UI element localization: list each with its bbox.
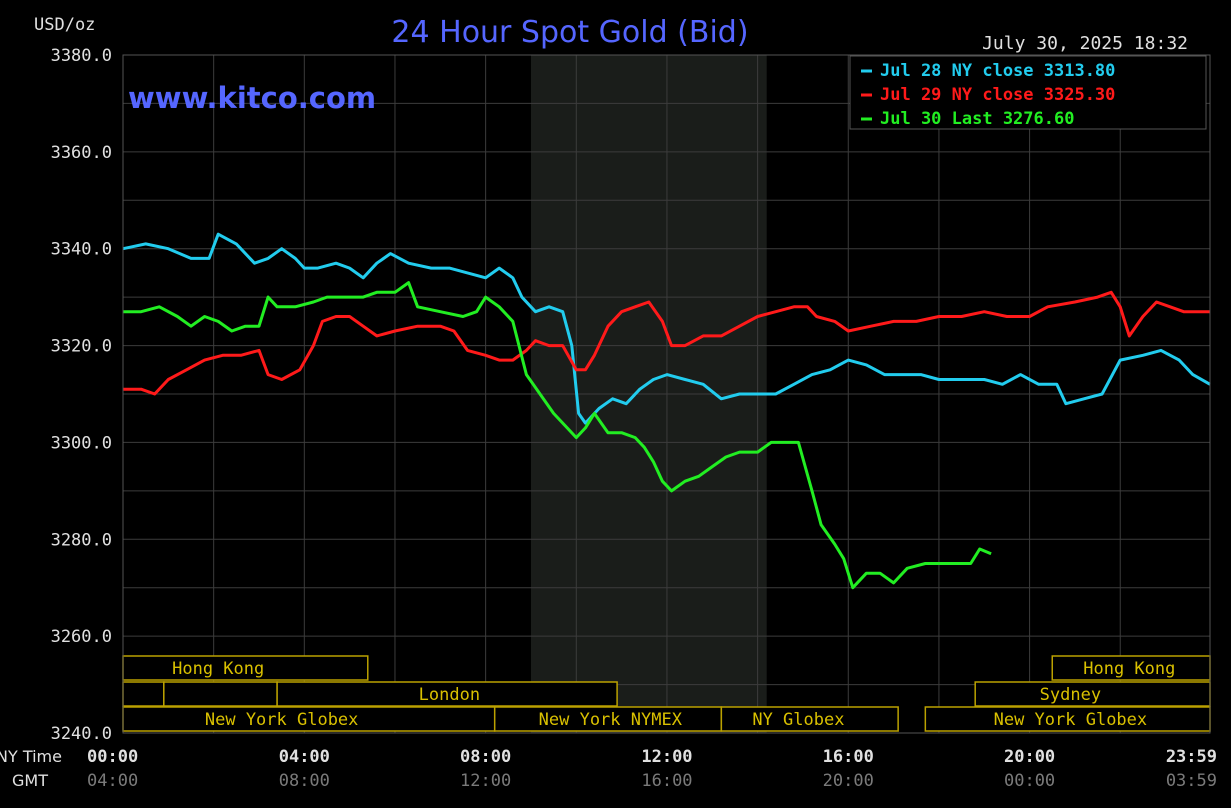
x-tick-label-ny: 08:00 <box>460 747 511 767</box>
session-bar <box>122 655 369 681</box>
y-axis-unit-label: USD/oz <box>34 15 95 35</box>
y-tick-label: 3380.0 <box>51 46 112 66</box>
x-tick-label-gmt: 20:00 <box>823 771 874 791</box>
price-series <box>122 232 1211 590</box>
legend-entry: Jul 30 Last 3276.60 <box>880 109 1074 129</box>
x-tick-label-ny: 20:00 <box>1004 747 1055 767</box>
y-tick-label: 3280.0 <box>51 530 112 550</box>
series-line <box>122 232 1211 425</box>
series-line <box>123 290 1210 396</box>
session-bar <box>163 681 278 707</box>
y-axis: 3380.0 3360.0 3340.0 3320.0 3300.0 3280.0 3260… <box>51 46 112 744</box>
session-label: New York NYMEX <box>539 710 683 730</box>
chart-title: 24 Hour Spot Gold (Bid) <box>391 15 748 50</box>
session-label: Hong Kong <box>172 659 264 679</box>
y-tick-label: 3240.0 <box>51 724 112 744</box>
x-tick-label-gmt: 00:00 <box>1004 771 1055 791</box>
plot-frame <box>122 54 1211 734</box>
session-bar <box>493 706 723 732</box>
y-tick-label: 3300.0 <box>51 433 112 453</box>
x-tick-label-ny: 04:00 <box>279 747 330 767</box>
grid-lines <box>123 54 1210 734</box>
session-bar <box>122 681 165 707</box>
legend-entry: Jul 28 NY close 3313.80 <box>880 61 1115 81</box>
x-tick-label-ny: 16:00 <box>823 747 874 767</box>
session-bar <box>720 706 899 732</box>
session-bar <box>1051 655 1211 681</box>
session-label: Sydney <box>1040 685 1101 705</box>
x-tick-label-gmt: 12:00 <box>460 771 511 791</box>
timestamp: July 30, 2025 18:32 <box>982 33 1188 54</box>
x-tick-label-ny: 23:59 <box>1166 747 1217 767</box>
session-label: London <box>419 685 480 705</box>
gmt-row-label: GMT <box>12 771 48 790</box>
session-bar <box>924 706 1211 732</box>
legend: Jul 28 NY close 3313.80 Jul 29 NY close 3… <box>849 55 1207 130</box>
session-bars: Hong Kong Hong Kong London Sydney New York G… <box>122 655 1211 732</box>
x-tick-label-gmt: 16:00 <box>641 771 692 791</box>
session-bar <box>276 681 618 707</box>
series-line <box>123 281 992 590</box>
y-tick-label: 3260.0 <box>51 627 112 647</box>
legend-box <box>849 55 1207 130</box>
session-bar <box>974 681 1211 707</box>
session-label: Hong Kong <box>1083 659 1175 679</box>
y-tick-label: 3340.0 <box>51 240 112 260</box>
x-tick-label-gmt: 04:00 <box>87 771 138 791</box>
y-tick-label: 3360.0 <box>51 143 112 163</box>
x-tick-label-ny: 00:00 <box>87 747 138 767</box>
y-tick-label: 3320.0 <box>51 337 112 357</box>
ny-time-row-label: NY Time <box>0 747 62 766</box>
x-tick-label-gmt: 08:00 <box>279 771 330 791</box>
session-label: New York Globex <box>205 710 359 730</box>
x-tick-label-ny: 12:00 <box>641 747 692 767</box>
watermark-url: www.kitco.com <box>128 81 376 115</box>
x-tick-label-gmt: 03:59 <box>1166 771 1217 791</box>
session-label: New York Globex <box>994 710 1148 730</box>
legend-entry: Jul 29 NY close 3325.30 <box>880 85 1115 105</box>
x-axis: 00:00 04:00 08:00 12:00 16:00 20:00 23:59 04:00… <box>0 747 1217 791</box>
session-label: NY Globex <box>752 710 844 730</box>
